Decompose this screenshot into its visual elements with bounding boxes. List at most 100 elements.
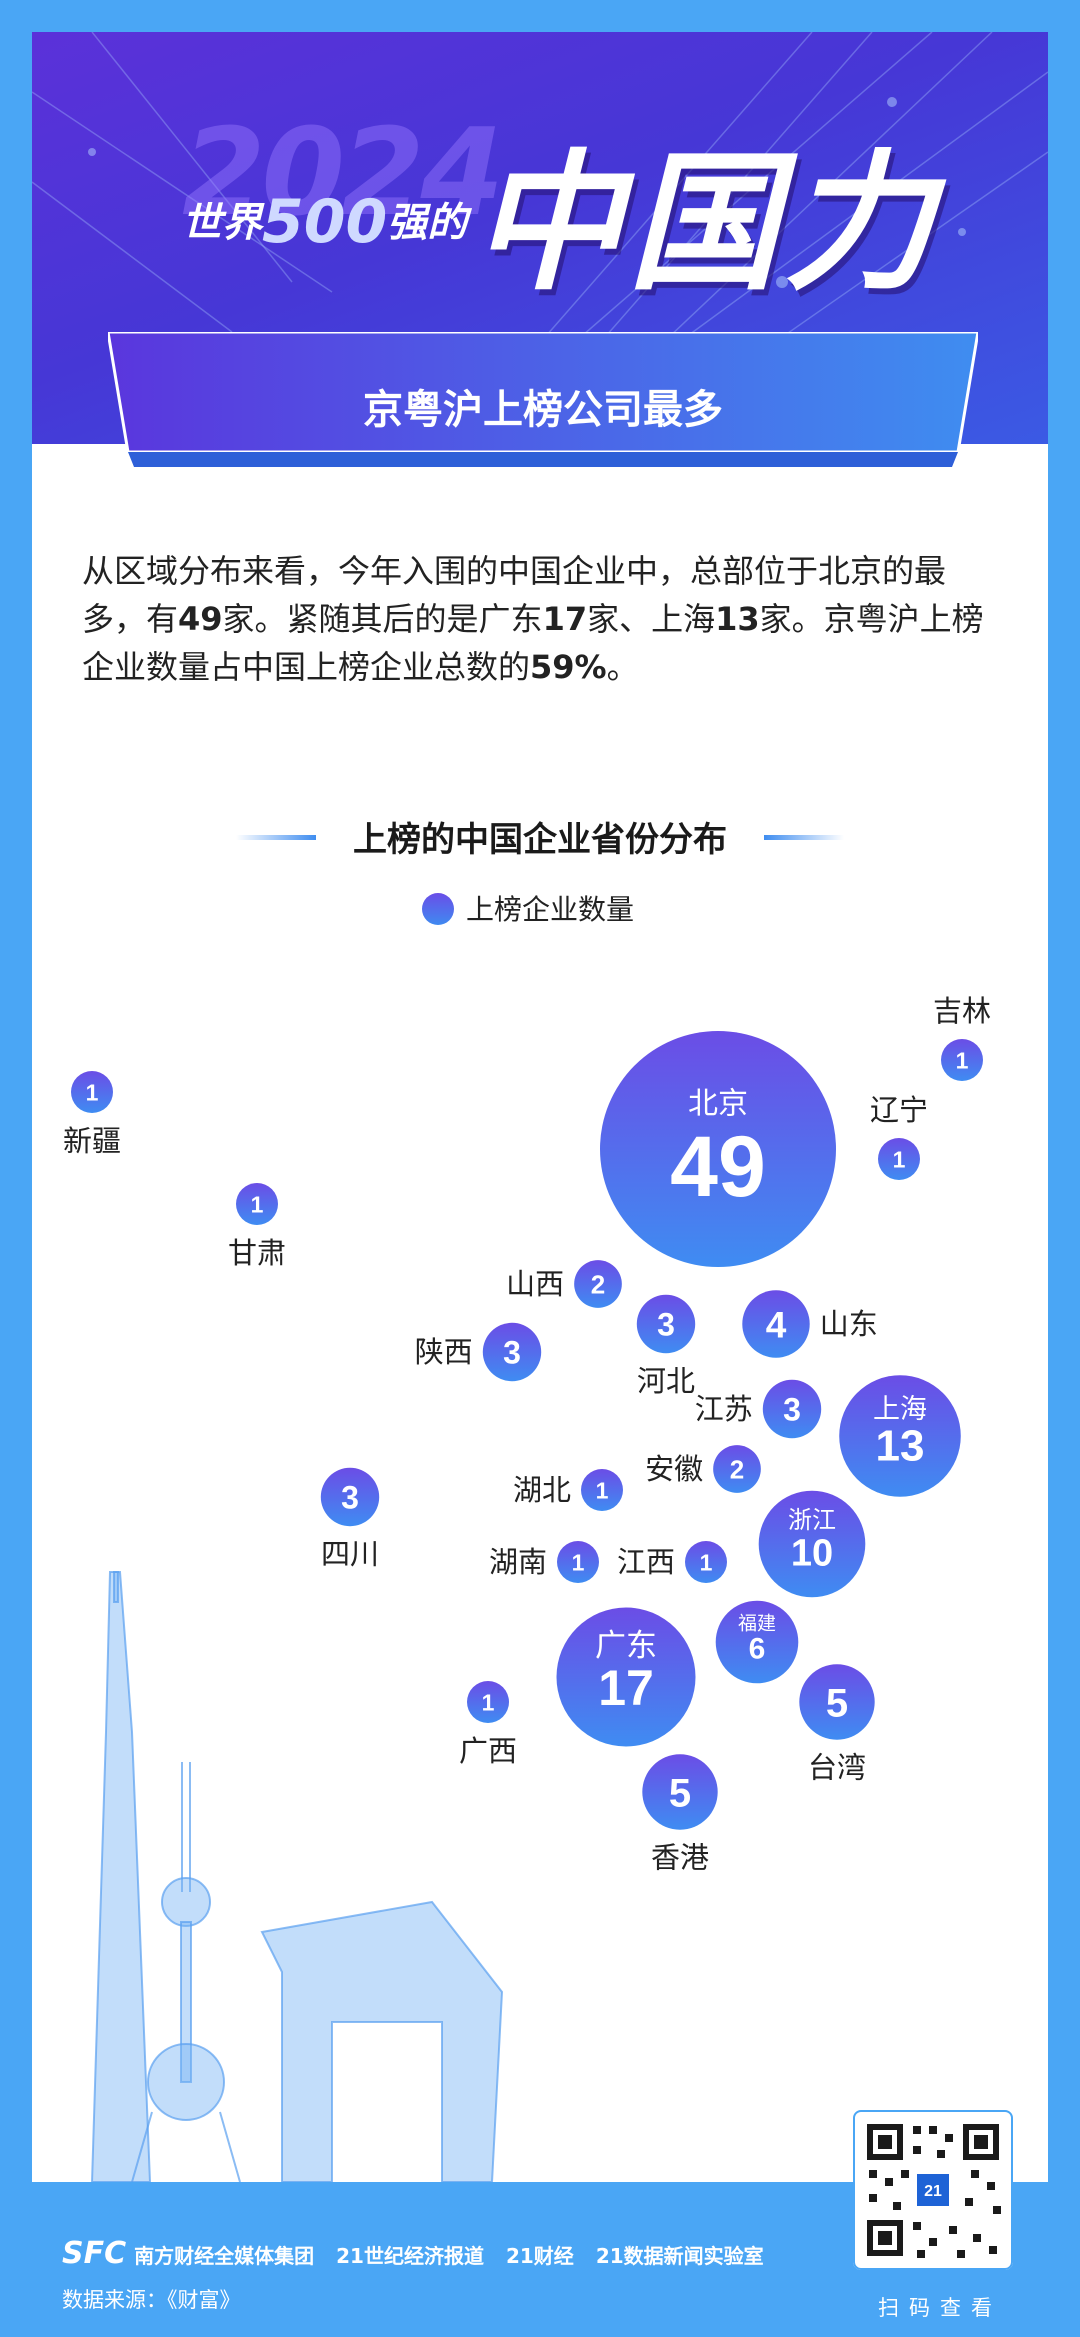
bubble-value-台湾: 5 (826, 1681, 848, 1725)
bubble-label-辽宁: 辽宁 (870, 1093, 928, 1127)
bubble-广东 (556, 1607, 696, 1747)
intro-number-shanghai: 13 (715, 600, 760, 638)
bubble-value-江苏: 3 (783, 1392, 801, 1428)
bubble-label-浙江: 浙江 (788, 1506, 836, 1534)
bubble-label-河北: 河北 (637, 1364, 695, 1398)
qr-code[interactable]: 21 (853, 2110, 1013, 2270)
bubble-福建 (715, 1600, 799, 1684)
bubble-label-广西: 广西 (459, 1734, 517, 1768)
chart-title: 上榜的中国企业省份分布 (353, 820, 727, 860)
bubble-label-四川: 四川 (321, 1537, 379, 1571)
bubble-山东 (742, 1290, 810, 1358)
bubble-label-陕西: 陕西 (415, 1335, 473, 1369)
intro-number-beijing: 49 (178, 600, 223, 638)
logo-21cbh: 21世纪经济报道 (336, 2244, 484, 2268)
intro-text-1: 从区域分布来看，今年入围的中国企业中，总部位于北京的最多，有 (82, 552, 947, 638)
footer: SFC 南方财经全媒体集团 21世纪经济报道 21财经 21数据新闻实验室 数据来源：《… (0, 2182, 1080, 2337)
intro-text-5: 。 (606, 648, 639, 686)
bubble-湖北 (581, 1469, 623, 1511)
bubble-广西 (467, 1681, 509, 1723)
bubble-label-江苏: 江苏 (695, 1392, 753, 1426)
bubble-北京 (600, 1031, 836, 1267)
bubble-label-安徽: 安徽 (645, 1452, 703, 1486)
intro-text-3: 家、上海 (587, 600, 716, 638)
bubble-value-四川: 3 (341, 1480, 359, 1516)
legend-swatch (422, 893, 454, 925)
header-subtitle: 世界500强的 (182, 187, 467, 257)
subtitle-pre: 世界 (182, 200, 262, 246)
svg-text:21: 21 (924, 2183, 942, 2200)
bubble-value-安徽: 2 (730, 1454, 744, 1484)
bubble-value-上海: 13 (876, 1421, 925, 1470)
bubble-value-江西: 1 (700, 1549, 713, 1575)
bubble-label-上海: 上海 (873, 1394, 927, 1425)
bubble-value-辽宁: 1 (893, 1146, 906, 1172)
bubble-辽宁 (878, 1138, 920, 1180)
subtitle-post: 强的 (387, 200, 468, 246)
bubble-甘肃 (236, 1183, 278, 1225)
bubble-value-广东: 17 (598, 1660, 654, 1716)
bubble-江苏 (762, 1379, 822, 1439)
bubble-value-新疆: 1 (86, 1079, 99, 1105)
bubble-value-山西: 2 (591, 1269, 605, 1299)
intro-number-share: 59% (530, 648, 607, 686)
intro-text-2: 家。紧随其后的是广东 (222, 600, 543, 638)
bubble-label-台湾: 台湾 (808, 1751, 866, 1785)
header-tech-lines (32, 32, 1048, 373)
bubble-山西 (574, 1260, 622, 1308)
bubble-江西 (685, 1541, 727, 1583)
bubble-香港 (642, 1754, 718, 1830)
bubble-label-香港: 香港 (651, 1841, 709, 1875)
bubble-value-湖北: 1 (596, 1477, 609, 1503)
bubble-value-甘肃: 1 (251, 1191, 264, 1217)
subtitle-number: 500 (262, 187, 388, 257)
bubble-label-新疆: 新疆 (63, 1124, 121, 1158)
bubble-label-广东: 广东 (595, 1628, 657, 1664)
banner-title: 京粤沪上榜公司最多 (363, 387, 723, 433)
intro-number-guangdong: 17 (542, 600, 588, 638)
logo-sfc: SFC (62, 2236, 127, 2271)
bubble-value-浙江: 10 (791, 1532, 833, 1574)
bubble-安徽 (713, 1445, 761, 1493)
logo-21caijing: 21财经 (505, 2244, 574, 2268)
data-source: 数据来源：《财富》 (62, 2288, 241, 2312)
bubble-label-山东: 山东 (820, 1307, 878, 1341)
title-line-left (236, 835, 316, 840)
infographic-frame: 2024 世界500强的 中国力量 京粤沪上榜公司最多 从区域分布来看，今年入围… (32, 32, 1048, 2182)
bubble-label-湖南: 湖南 (489, 1545, 547, 1579)
bubble-label-北京: 北京 (688, 1087, 748, 1122)
bubble-value-陕西: 3 (503, 1335, 521, 1371)
bubble-value-福建: 6 (749, 1633, 766, 1666)
bubble-label-福建: 福建 (738, 1613, 776, 1635)
bubble-上海 (839, 1375, 961, 1497)
skyline-illustration (90, 1571, 504, 2182)
bubble-value-吉林: 1 (956, 1047, 969, 1073)
bubble-value-山东: 4 (766, 1304, 787, 1345)
intro-text-4: 家。京粤沪上榜企业数量占中国上榜企业总数的 (82, 600, 984, 686)
bubble-吉林 (941, 1039, 983, 1081)
bubble-label-吉林: 吉林 (933, 994, 991, 1028)
bubble-value-广西: 1 (482, 1689, 495, 1715)
bubble-value-河北: 3 (657, 1307, 675, 1343)
chart-legend: 上榜企业数量 (422, 888, 634, 926)
footer-logos: SFC 南方财经全媒体集团 21世纪经济报道 21财经 21数据新闻实验室 (62, 2236, 786, 2271)
bubble-浙江 (758, 1490, 866, 1598)
scan-label: 扫码查看 (878, 2296, 1002, 2320)
logo-sfc-text: 南方财经全媒体集团 (134, 2244, 315, 2268)
title-line-right (764, 835, 844, 840)
bubble-新疆 (71, 1071, 113, 1113)
bubble-label-湖北: 湖北 (513, 1473, 571, 1507)
bubble-label-山西: 山西 (506, 1267, 564, 1301)
bubble-河北 (636, 1294, 696, 1354)
banner-shape (108, 332, 978, 467)
bubble-label-甘肃: 甘肃 (228, 1236, 286, 1270)
header-year: 2024 (182, 104, 504, 243)
logo-21data: 21数据新闻实验室 (595, 2244, 764, 2268)
bubble-陕西 (482, 1322, 542, 1382)
bubble-value-香港: 5 (669, 1771, 691, 1815)
bubble-value-北京: 49 (670, 1119, 766, 1215)
bubble-湖南 (557, 1541, 599, 1583)
bubble-value-湖南: 1 (572, 1549, 585, 1575)
bubble-台湾 (799, 1664, 875, 1740)
